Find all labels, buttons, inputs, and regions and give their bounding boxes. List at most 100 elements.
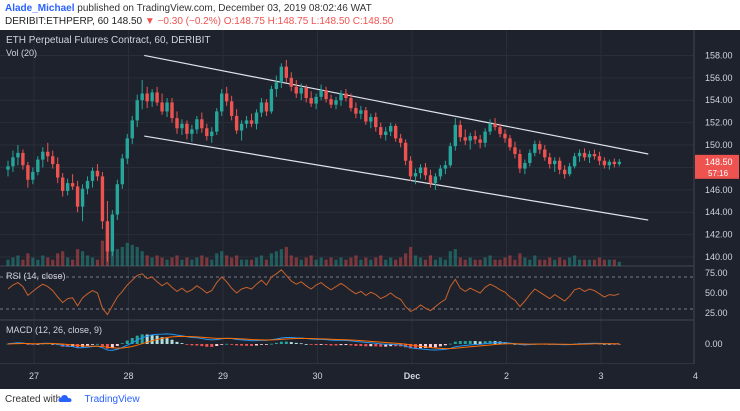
candle-body [418, 167, 423, 174]
volume-bar [418, 257, 423, 266]
candle-body [70, 183, 75, 187]
volume-bar [165, 259, 169, 266]
volume-bar [264, 259, 269, 266]
price-change: ▼ −0.30 (−0.2%) [144, 16, 221, 27]
candle-body [567, 166, 572, 175]
volume-bar [448, 251, 452, 266]
candle-body [200, 119, 204, 129]
volume-bar [468, 257, 472, 266]
volume-bar [587, 259, 592, 266]
candle-body [388, 126, 393, 132]
macd-histogram-bar [115, 344, 119, 346]
candle-body [329, 99, 333, 105]
price-axis: 158.00156.00154.00152.00150.00148.00146.… [695, 50, 739, 349]
volume-bar [458, 257, 462, 266]
candle-body [244, 120, 249, 124]
rsi-tick-label: 75.00 [705, 268, 728, 278]
macd-histogram-bar [443, 344, 447, 346]
candle-body [592, 154, 597, 157]
candle-body [269, 89, 274, 112]
macd-histogram-bar [160, 337, 164, 344]
macd-histogram-bar [478, 341, 482, 344]
candle-body [478, 139, 482, 143]
candle-body [548, 157, 552, 165]
macd-histogram-bar [379, 344, 383, 347]
volume-bar [319, 257, 323, 266]
macd-histogram-bar [140, 334, 144, 344]
macd-histogram-bar [428, 344, 432, 348]
author-link[interactable]: Alade_Michael [5, 3, 75, 14]
macd-histogram-bar [245, 344, 249, 346]
candle-body [393, 126, 398, 139]
tradingview-link[interactable]: TradingView [84, 394, 140, 405]
footer: Created with TradingView [0, 389, 740, 411]
time-tick-label: 30 [312, 371, 322, 381]
macd-histogram-bar [170, 339, 174, 344]
volume-bar [284, 247, 288, 266]
candle-body [46, 151, 50, 157]
macd-histogram-bar [468, 340, 472, 344]
macd-histogram-bar [463, 341, 467, 344]
volume-bar [558, 257, 562, 266]
macd-histogram-bar [448, 343, 452, 345]
candle-body [319, 90, 323, 97]
volume-bar [324, 259, 328, 266]
volume-bar [230, 257, 234, 266]
macd-histogram-bar [175, 341, 179, 344]
publish-line: Alade_Michael published on TradingView.c… [5, 3, 372, 14]
macd-tick-label: 0.00 [705, 339, 723, 349]
candle-body [349, 98, 353, 109]
candle-body [41, 151, 45, 160]
macd-histogram-bar [349, 344, 353, 346]
volume-bar [215, 253, 219, 266]
macd-histogram-bar [259, 344, 263, 345]
volume-bar [299, 259, 303, 266]
rsi-pane [0, 269, 694, 316]
volume-bar [438, 257, 442, 266]
candle-body [344, 93, 348, 98]
candle-body [289, 77, 293, 87]
macd-histogram-bar [602, 343, 606, 345]
macd-histogram-bar [319, 344, 323, 345]
candle-body [582, 152, 587, 158]
macd-histogram-bar [269, 343, 273, 345]
volume-bar [150, 257, 154, 266]
volume-bar [85, 255, 90, 266]
volume-bar [354, 255, 358, 266]
time-axis-panel [0, 364, 740, 389]
volume-bar [374, 257, 378, 266]
candle-body [210, 131, 214, 137]
candle-body [155, 92, 159, 103]
macd-histogram-bar [86, 344, 90, 346]
candle-body [16, 152, 20, 158]
macd-histogram-bar [210, 344, 214, 347]
ohlc-values: O:148.75 H:148.75 L:148.50 C:148.50 [223, 16, 394, 27]
candle-body [379, 127, 383, 135]
candle-body [249, 120, 254, 124]
chart-canvas[interactable]: 158.00156.00154.00152.00150.00148.00146.… [0, 30, 740, 389]
volume-label: Vol (20) [6, 48, 37, 58]
macd-histogram-bar [215, 344, 219, 346]
macd-histogram-bar [180, 343, 184, 344]
candle-body [413, 173, 418, 177]
macd-histogram-bar [334, 344, 338, 346]
volume-bar [135, 247, 139, 266]
volume-bar [344, 259, 348, 266]
macd-histogram-bar [100, 344, 104, 346]
volume-bar [329, 257, 333, 266]
volume-bar [389, 257, 393, 266]
candle-body [617, 161, 622, 165]
macd-histogram-bar [364, 344, 368, 347]
time-tick-label: 29 [218, 371, 228, 381]
macd-histogram-bar [389, 344, 393, 347]
trendlines [144, 54, 649, 221]
candle-body [264, 102, 269, 112]
volume-bar [607, 259, 611, 266]
macd-histogram-bar [26, 344, 30, 345]
price-axis-background [0, 30, 740, 389]
candle-body [374, 117, 378, 128]
time-tick-label: 27 [29, 371, 39, 381]
grid-lines [0, 30, 740, 365]
candle-body [254, 112, 259, 124]
candle-body [443, 165, 448, 169]
